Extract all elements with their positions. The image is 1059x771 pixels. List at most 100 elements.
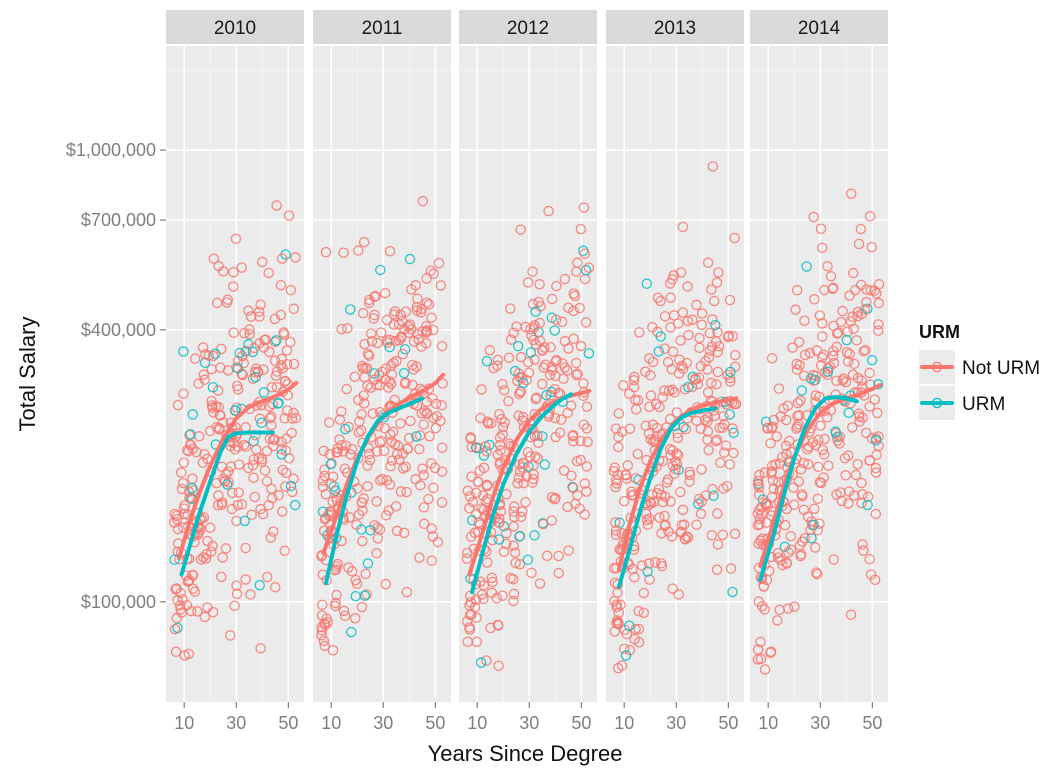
- urm-point: [475, 657, 487, 668]
- not-urm-point: [276, 443, 287, 455]
- not-urm-point: [632, 448, 644, 460]
- urm-point: [525, 347, 537, 358]
- not-urm-point: [712, 366, 724, 378]
- urm-point: [529, 530, 540, 541]
- not-urm-point: [517, 458, 529, 469]
- urm-point: [830, 426, 841, 437]
- not-urm-point: [754, 513, 766, 525]
- not-urm-point: [672, 428, 683, 439]
- not-urm-point: [281, 345, 293, 356]
- not-urm-point: [682, 315, 694, 327]
- not-urm-point: [581, 461, 593, 472]
- not-urm-point: [432, 536, 444, 548]
- not-urm-point: [318, 525, 330, 536]
- not-urm-point: [249, 366, 261, 378]
- not-urm-point: [850, 469, 862, 481]
- not-urm-point: [629, 371, 640, 383]
- not-urm-point: [336, 406, 347, 417]
- urm-point: [655, 331, 666, 342]
- urm-point: [870, 435, 882, 446]
- not-urm-point: [703, 352, 715, 363]
- not-urm-point: [331, 447, 342, 458]
- not-urm-point: [169, 623, 181, 635]
- not-urm-point: [702, 416, 713, 427]
- not-urm-point: [320, 619, 331, 631]
- not-urm-point: [263, 267, 274, 279]
- not-urm-point: [814, 518, 825, 529]
- urm-point: [725, 366, 736, 378]
- not-urm-point: [752, 519, 764, 531]
- not-urm-point: [184, 492, 195, 504]
- not-urm-point: [265, 532, 277, 543]
- not-urm-point: [256, 256, 268, 268]
- not-urm-point: [316, 630, 327, 641]
- not-urm-point: [704, 327, 716, 339]
- not-urm-point: [380, 578, 392, 590]
- not-urm-point: [331, 589, 342, 601]
- not-urm-point: [710, 436, 722, 447]
- not-urm-point: [527, 266, 538, 277]
- not-urm-point: [290, 412, 302, 424]
- not-urm-point: [815, 420, 826, 431]
- not-urm-point: [522, 446, 534, 458]
- not-urm-point: [579, 248, 591, 259]
- not-urm-point: [227, 281, 239, 292]
- not-urm-point: [249, 491, 261, 503]
- facet-label-2011: 2011: [362, 18, 403, 39]
- urm-smooth-line-2014: [758, 394, 859, 582]
- not-urm-point: [401, 586, 413, 598]
- not-urm-point: [706, 529, 718, 541]
- not-urm-point: [622, 460, 634, 471]
- urm-point: [653, 346, 664, 357]
- not-urm-point: [847, 422, 858, 433]
- points-2012: [461, 202, 595, 671]
- not-urm-point: [794, 359, 805, 371]
- not-urm-point: [563, 545, 574, 556]
- urm-point: [273, 397, 284, 409]
- not-urm-point: [628, 375, 640, 386]
- not-urm-point: [640, 366, 651, 377]
- not-urm-point: [250, 444, 262, 455]
- not-urm-point: [202, 535, 213, 547]
- not-urm-point: [656, 489, 667, 501]
- not-urm-point: [336, 323, 347, 335]
- not-urm-point: [845, 609, 857, 621]
- not-urm-point: [782, 603, 794, 614]
- not-urm-point: [583, 262, 595, 273]
- gridlines-2014: [750, 46, 888, 702]
- urm-point: [369, 368, 380, 379]
- not-urm-point: [618, 495, 630, 507]
- not-urm-point: [246, 509, 257, 520]
- not-urm-point: [330, 564, 342, 575]
- not-urm-point: [280, 481, 291, 492]
- not-urm-point: [204, 522, 216, 534]
- not-urm-point: [793, 476, 805, 487]
- not-urm-point: [268, 526, 279, 537]
- not-urm-point: [498, 546, 510, 558]
- not-urm-point: [555, 414, 567, 425]
- not-urm-point: [376, 366, 388, 378]
- not-urm-point: [410, 473, 421, 485]
- not-urm-point: [240, 441, 252, 453]
- not-urm-point: [612, 579, 624, 590]
- not-urm-point: [461, 553, 473, 564]
- x-tick-label-2013-50: 50: [718, 713, 738, 733]
- not-urm-point: [513, 368, 525, 379]
- not-urm-point: [487, 576, 498, 588]
- not-urm-point: [423, 493, 434, 505]
- not-urm-point: [255, 299, 266, 311]
- not-urm-point: [179, 650, 190, 661]
- not-urm-point: [386, 436, 397, 448]
- not-urm-point: [657, 496, 669, 508]
- not-urm-point: [278, 327, 289, 338]
- not-urm-point: [381, 475, 393, 486]
- not-urm-point: [508, 521, 519, 532]
- urm-point: [346, 626, 357, 638]
- not-urm-point: [178, 503, 190, 514]
- urm-point: [399, 343, 411, 355]
- not-urm-point: [462, 547, 473, 559]
- not-urm-point: [374, 475, 386, 486]
- not-urm-point: [343, 562, 354, 573]
- not-urm-point: [869, 394, 881, 405]
